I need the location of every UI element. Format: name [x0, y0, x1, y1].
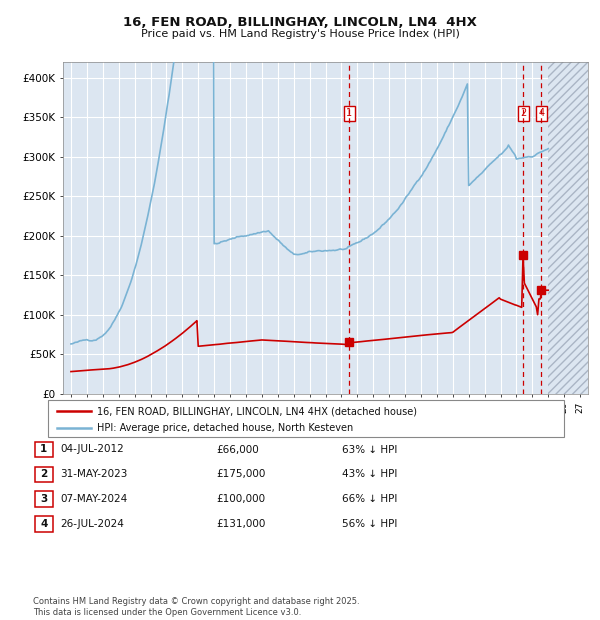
Text: HPI: Average price, detached house, North Kesteven: HPI: Average price, detached house, Nort…: [97, 423, 353, 433]
Text: 63% ↓ HPI: 63% ↓ HPI: [342, 445, 397, 454]
Text: £66,000: £66,000: [216, 445, 259, 454]
Text: 26-JUL-2024: 26-JUL-2024: [60, 519, 124, 529]
Text: £175,000: £175,000: [216, 469, 265, 479]
Text: 16, FEN ROAD, BILLINGHAY, LINCOLN, LN4 4HX (detached house): 16, FEN ROAD, BILLINGHAY, LINCOLN, LN4 4…: [97, 406, 417, 416]
Text: 1: 1: [40, 445, 47, 454]
Text: 4: 4: [40, 519, 47, 529]
Text: 56% ↓ HPI: 56% ↓ HPI: [342, 519, 397, 529]
Text: 31-MAY-2023: 31-MAY-2023: [60, 469, 127, 479]
Text: 2: 2: [40, 469, 47, 479]
Text: 2: 2: [520, 108, 526, 118]
Bar: [548, 62, 588, 394]
Text: 1: 1: [346, 108, 352, 118]
Text: £100,000: £100,000: [216, 494, 265, 504]
Text: 04-JUL-2012: 04-JUL-2012: [60, 445, 124, 454]
Text: 43% ↓ HPI: 43% ↓ HPI: [342, 469, 397, 479]
Text: 07-MAY-2024: 07-MAY-2024: [60, 494, 127, 504]
Text: 66% ↓ HPI: 66% ↓ HPI: [342, 494, 397, 504]
Text: 4: 4: [538, 108, 544, 118]
Text: £131,000: £131,000: [216, 519, 265, 529]
Text: 16, FEN ROAD, BILLINGHAY, LINCOLN, LN4  4HX: 16, FEN ROAD, BILLINGHAY, LINCOLN, LN4 4…: [123, 17, 477, 29]
Text: Contains HM Land Registry data © Crown copyright and database right 2025.
This d: Contains HM Land Registry data © Crown c…: [33, 598, 359, 617]
Text: 3: 3: [40, 494, 47, 504]
Text: Price paid vs. HM Land Registry's House Price Index (HPI): Price paid vs. HM Land Registry's House …: [140, 29, 460, 39]
